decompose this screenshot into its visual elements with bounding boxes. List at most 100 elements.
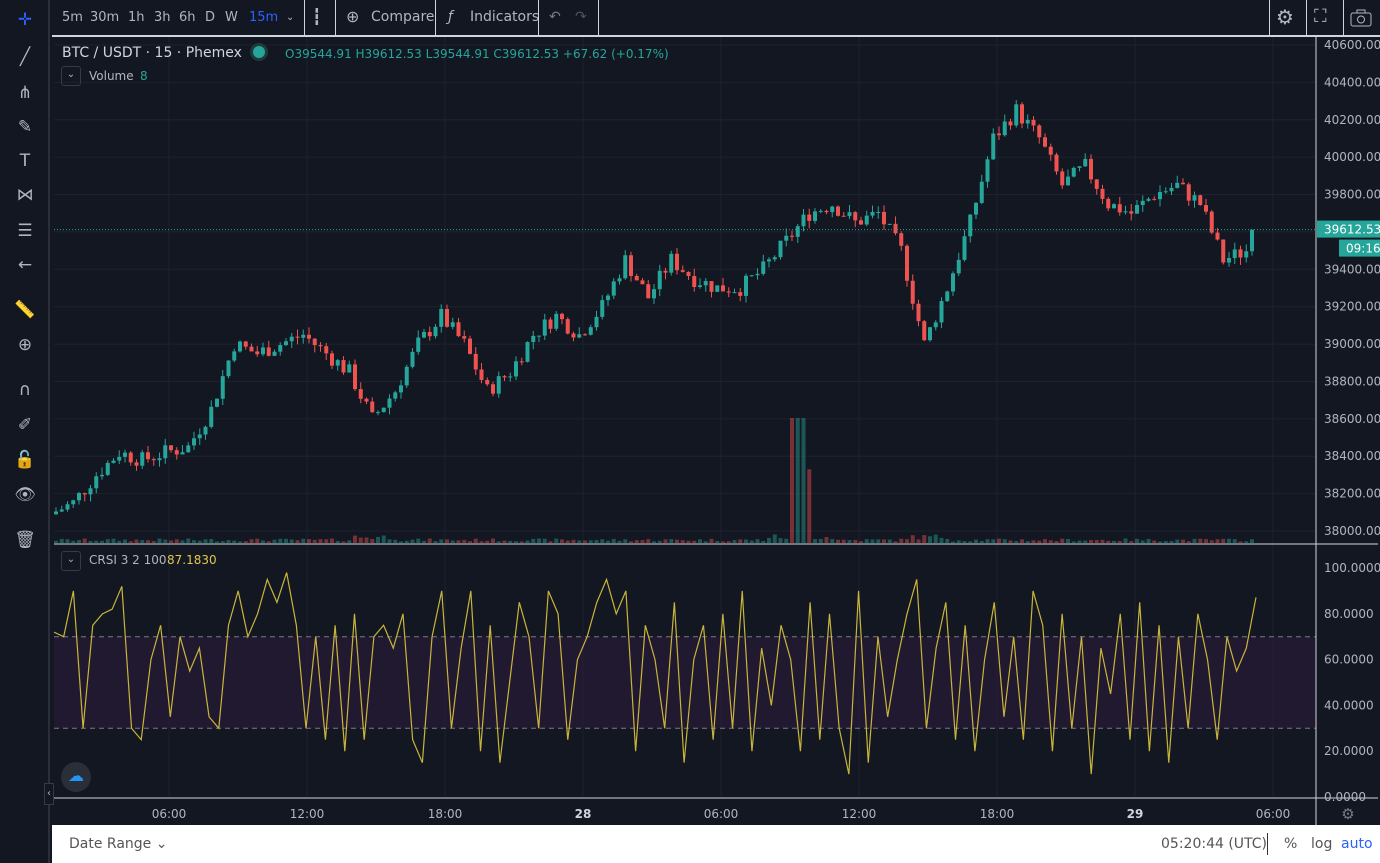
volume-bar (905, 539, 909, 543)
percent-scale-toggle[interactable]: % (1284, 836, 1298, 852)
candle-body (979, 181, 984, 203)
pitchfork-icon[interactable]: ⋔ (17, 83, 33, 103)
timeframe-w[interactable]: W (225, 10, 238, 25)
volume-bar (715, 540, 720, 543)
volume-bar (1169, 540, 1174, 543)
candle-body (1083, 158, 1088, 167)
candle-body (1204, 205, 1208, 212)
volume-bar (284, 538, 288, 543)
compare-button[interactable]: Compare (371, 9, 435, 25)
tradingview-logo-icon[interactable]: ☁ (61, 762, 91, 792)
candle-body (646, 284, 651, 299)
timeframe-30m[interactable]: 30m (90, 10, 120, 25)
candle-body (709, 281, 714, 292)
crosshair-icon[interactable]: ✛ (17, 10, 33, 30)
redo-icon[interactable]: ↷ (575, 9, 587, 25)
log-scale-toggle[interactable]: log (1311, 836, 1333, 852)
volume-bar (399, 541, 403, 543)
ruler-icon[interactable]: 📏 (14, 300, 36, 320)
eye-icon[interactable]: 👁 (14, 485, 36, 505)
crsi-value: 87.1830 (167, 553, 217, 567)
volume-bar (192, 540, 196, 543)
add-compare-icon[interactable]: ⊕ (346, 7, 360, 26)
crsi-axis-label: 0.0000 (1324, 790, 1366, 804)
candle-body (1060, 171, 1065, 186)
collapse-toolbar-chevron-icon[interactable]: ‹ (44, 783, 54, 805)
crsi-line (53, 572, 1257, 775)
volume-bar (94, 540, 99, 543)
candle-body (790, 235, 794, 237)
candle-body (910, 280, 915, 304)
volume-bar (956, 540, 961, 543)
timeframe-d[interactable]: D (205, 10, 216, 25)
unlock-icon[interactable]: 🔓 (14, 450, 36, 470)
candle-body (238, 341, 242, 352)
indicators-fx-icon[interactable]: ƒ (448, 9, 453, 25)
volume-bar (824, 537, 829, 543)
candle-body (209, 406, 214, 427)
date-range-dropdown[interactable]: Date Range ⌄ (69, 836, 168, 852)
timeframe-1h[interactable]: 1h (128, 10, 145, 25)
axis-settings-gear-icon[interactable]: ⚙ (1341, 805, 1354, 823)
volume-bar (1066, 539, 1070, 543)
candle-body (71, 500, 76, 505)
volume-bar (341, 541, 346, 543)
text-icon[interactable]: T (19, 151, 31, 171)
volume-bar (761, 540, 766, 543)
candle-body (324, 346, 329, 354)
volume-bar (675, 539, 679, 543)
candle-body (479, 369, 484, 380)
collapse-volume-chevron-icon[interactable]: ⌄ (61, 66, 81, 86)
timeframe-3h[interactable]: 3h (154, 10, 171, 25)
volume-bar (554, 538, 559, 543)
volume-bar (807, 469, 812, 543)
candle-body (882, 211, 886, 225)
symbol-title[interactable]: BTC / USDT · 15 · Phemex (62, 45, 242, 61)
timeframe-6h[interactable]: 6h (179, 10, 196, 25)
volume-bar (1221, 538, 1226, 543)
volume-bar (123, 539, 127, 543)
lock-drawing-icon[interactable]: ✐ (17, 415, 33, 435)
utc-clock[interactable]: 05:20:44 (UTC) (1161, 836, 1268, 852)
settings-gear-icon[interactable]: ⚙ (1276, 5, 1294, 29)
candle-body (341, 360, 346, 373)
magnet-icon[interactable]: ∩ (18, 380, 32, 400)
timeframe-15m[interactable]: 15m (249, 10, 279, 25)
volume-bar (473, 538, 478, 543)
volume-bar (479, 541, 484, 543)
indicators-button[interactable]: Indicators (470, 9, 540, 25)
measure-lines-icon[interactable]: ☰ (17, 221, 33, 241)
fullscreen-icon[interactable]: ⛶ (1314, 6, 1327, 27)
zoom-in-icon[interactable]: ⊕ (17, 335, 33, 355)
volume-bar (105, 539, 110, 543)
screenshot-camera-icon[interactable] (1350, 9, 1372, 31)
back-arrow-icon[interactable]: ← (17, 255, 33, 275)
candle-body (399, 385, 403, 393)
undo-icon[interactable]: ↶ (549, 9, 561, 25)
candle-body (1037, 125, 1042, 138)
chart-canvas[interactable]: 40600.00 40400.00 40200.00 40000.00 39800.00… (52, 37, 1380, 825)
crsi-axis-label: 60.0000 (1324, 653, 1374, 667)
brush-icon[interactable]: ✎ (17, 117, 33, 137)
trend-line-icon[interactable]: ╱ (19, 47, 31, 67)
candle-body (1221, 239, 1226, 263)
volume-label: Volume (89, 69, 134, 83)
candle-body (813, 211, 817, 221)
auto-scale-toggle[interactable]: auto (1341, 836, 1373, 852)
volume-bar (652, 541, 656, 543)
candles-chart-type-icon[interactable]: ┇ (312, 7, 322, 26)
candle-body (462, 336, 467, 339)
market-status-dot (253, 46, 265, 58)
timeframe-5m[interactable]: 5m (62, 10, 83, 25)
pattern-icon[interactable]: ⋈ (16, 185, 34, 205)
volume-bar (588, 540, 593, 543)
trash-icon[interactable]: 🗑 (14, 530, 36, 550)
candle-body (686, 271, 691, 276)
volume-bar (491, 538, 495, 543)
timeframe-dropdown-chevron-icon[interactable]: ⌄ (286, 12, 295, 23)
volume-bar (140, 540, 145, 543)
candle-body (824, 210, 829, 213)
collapse-crsi-chevron-icon[interactable]: ⌄ (61, 551, 81, 571)
volume-bar (364, 537, 369, 543)
price-axis-label: 39400.00 (1324, 262, 1380, 276)
